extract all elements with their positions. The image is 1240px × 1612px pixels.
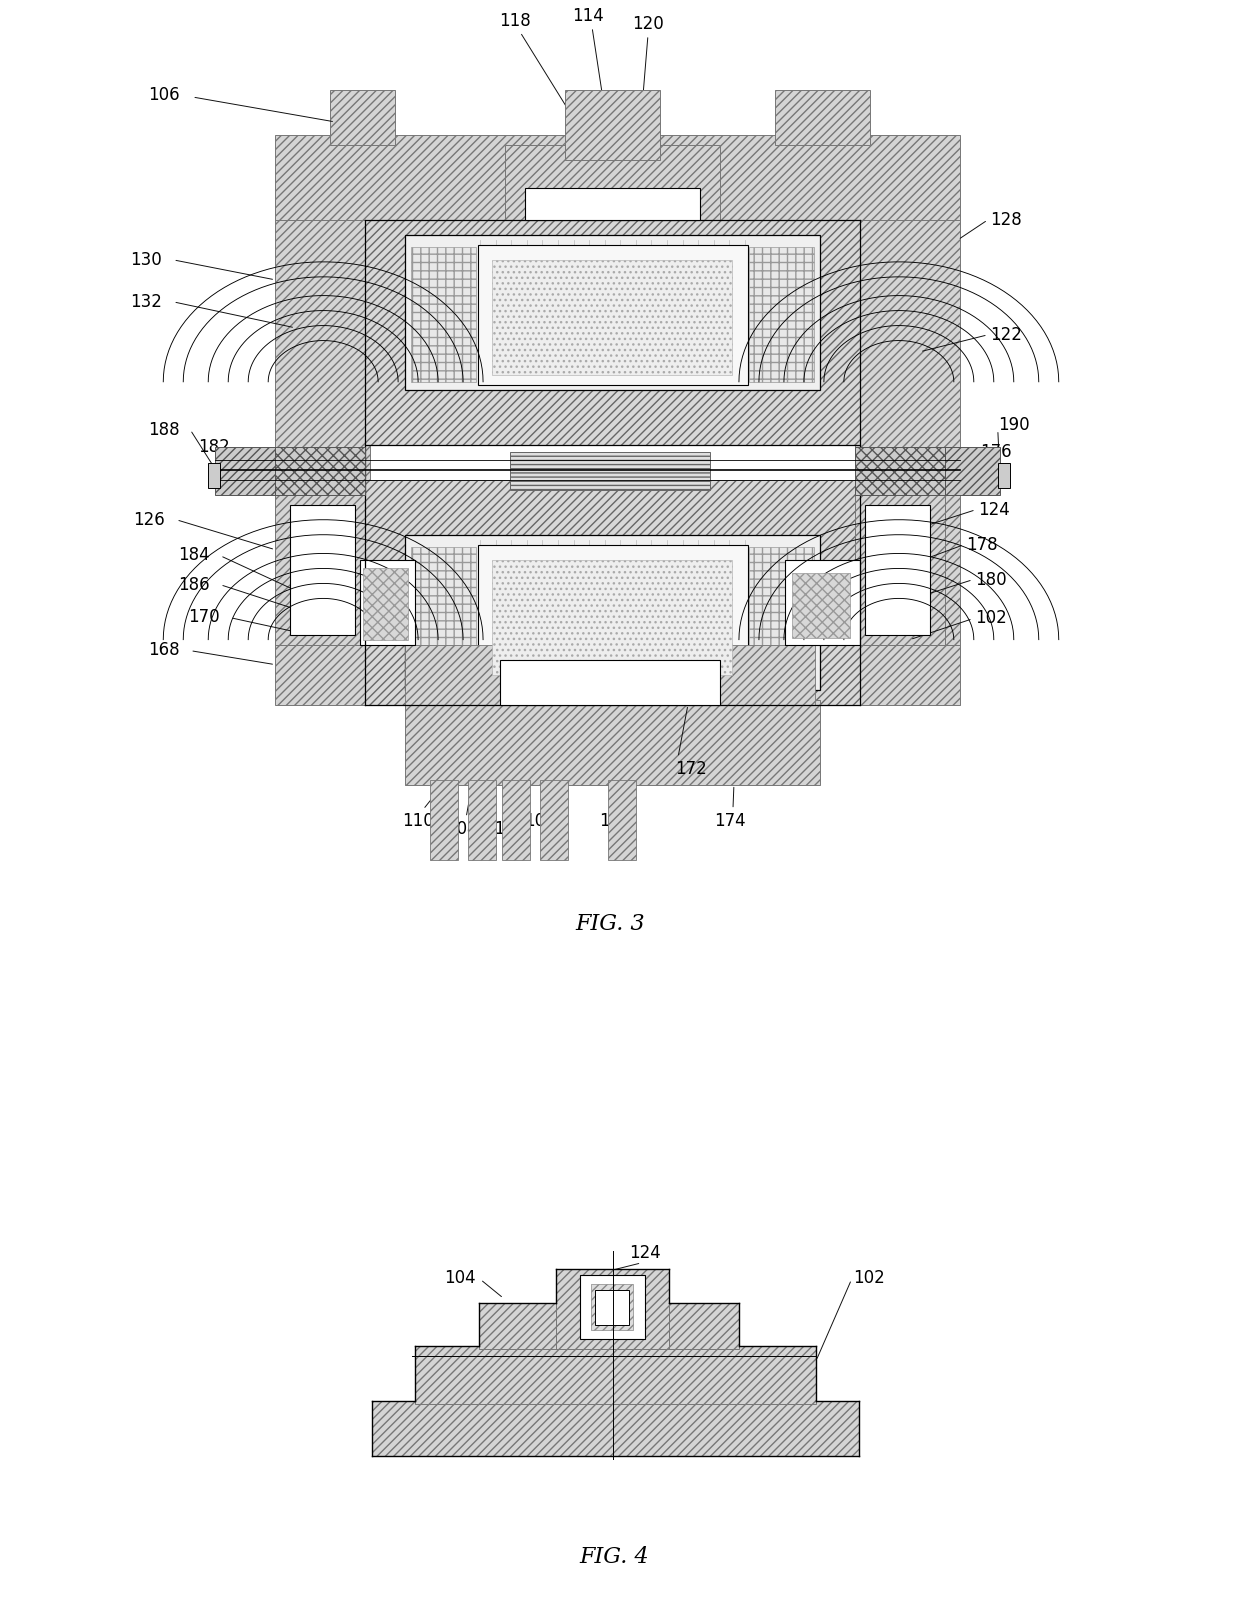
Bar [505,145,720,219]
Text: 110: 110 [402,811,434,830]
Text: 122: 122 [990,326,1022,343]
Text: 102: 102 [853,1269,884,1286]
Bar [720,645,815,704]
Bar [580,1275,645,1340]
Bar [363,567,408,640]
Text: 130: 130 [130,251,162,269]
Text: 168: 168 [149,640,180,659]
Bar [405,700,820,785]
Bar [405,235,820,390]
Text: 104: 104 [446,819,477,838]
Bar [854,447,945,495]
Bar [945,447,999,495]
Bar [275,645,960,704]
Bar [365,219,859,445]
Text: 106: 106 [149,85,180,103]
Text: 182: 182 [198,438,231,456]
Text: 172: 172 [675,759,707,777]
Text: 124: 124 [629,1243,661,1262]
Bar [670,1302,739,1349]
Bar [405,535,820,690]
Bar [430,780,458,859]
Bar [275,447,365,495]
Text: FIG. 3: FIG. 3 [575,914,645,935]
Bar [775,90,870,145]
Bar [479,245,748,385]
Bar [785,559,859,645]
Bar [290,505,355,635]
Bar [590,1285,634,1330]
Bar [565,90,660,160]
Bar [275,135,960,219]
Text: 188: 188 [149,421,180,438]
Text: 124: 124 [978,501,1009,519]
Text: 112: 112 [484,819,516,838]
Bar [360,559,415,645]
Bar [595,1290,629,1325]
Bar [208,463,221,488]
Bar [330,90,396,145]
Bar [492,559,732,674]
Bar [492,260,732,374]
Text: 120: 120 [632,15,663,32]
Text: 116: 116 [599,811,631,830]
Text: 132: 132 [130,293,162,311]
Bar [500,659,720,704]
Bar [998,463,1009,488]
Text: 178: 178 [966,535,997,553]
Text: FIG. 4: FIG. 4 [579,1546,649,1568]
Bar [412,546,476,682]
Bar [216,447,275,495]
Bar [275,181,370,680]
Bar [510,451,711,490]
Bar [792,572,849,638]
Bar [412,247,476,382]
Text: 170: 170 [188,608,221,625]
Text: 128: 128 [990,211,1022,229]
Text: 180: 180 [975,571,1007,588]
Text: 108: 108 [525,811,556,830]
Text: 104: 104 [444,1269,476,1286]
Text: 176: 176 [980,443,1012,461]
Bar [608,780,636,859]
Bar [479,545,748,685]
Text: 190: 190 [998,416,1029,434]
Text: 186: 186 [179,575,211,593]
Text: 118: 118 [500,11,531,31]
Bar [502,780,529,859]
Bar [854,181,960,680]
Bar [749,247,813,382]
Bar [854,480,945,645]
Bar [541,780,568,859]
Text: 184: 184 [179,546,211,564]
Text: 102: 102 [975,609,1007,627]
Bar [749,546,813,682]
Text: 126: 126 [134,511,165,529]
Bar [365,480,859,704]
Bar [864,505,930,635]
Bar [275,480,365,645]
Text: 114: 114 [572,6,604,24]
Bar [479,1302,559,1349]
Bar [556,1269,670,1349]
Bar [415,1346,816,1404]
Bar [372,1401,859,1456]
Bar [405,645,500,704]
Bar [525,189,699,219]
Text: 174: 174 [714,811,745,830]
Bar [467,780,496,859]
